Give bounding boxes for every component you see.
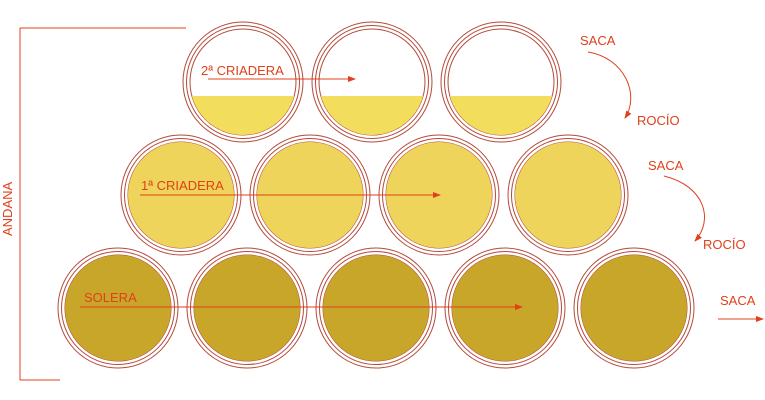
barrel-middle-ring: [315, 25, 429, 139]
solera-barrel: [57, 247, 179, 369]
saca-top-label: SACA: [580, 33, 616, 48]
barrel-wine: [515, 142, 621, 248]
andana-bracket: ANDANA: [0, 27, 186, 381]
saca-to-rocio-middle-arrow: [663, 175, 705, 242]
barrel-middle-ring: [448, 251, 562, 365]
barrel-middle-ring: [511, 138, 625, 252]
solera-barrel: [186, 247, 308, 369]
barrel-middle-ring: [186, 25, 300, 139]
barrel-middle-ring: [190, 251, 304, 365]
criadera2-barrel: [182, 21, 304, 143]
andana-label: ANDANA: [0, 181, 15, 236]
barrel-wine: [323, 255, 429, 361]
barrel-middle-ring: [61, 251, 175, 365]
barrel-wine-level: [191, 96, 295, 136]
barrel-wine: [194, 255, 300, 361]
rocio-top-label: ROCÍO: [637, 113, 680, 128]
saca-to-rocio-top-arrow: [587, 51, 632, 119]
criadera2-barrel: [311, 21, 433, 143]
barrel-wine: [452, 255, 558, 361]
barrel-middle-ring: [319, 251, 433, 365]
saca-middle-label: SACA: [648, 158, 684, 173]
barrel-wine-level: [320, 96, 424, 136]
rocio-middle-label: ROCÍO: [703, 237, 746, 252]
solera-label: SOLERA: [84, 290, 137, 305]
barrel-middle-ring: [577, 251, 691, 365]
barrel-wine-level: [449, 96, 553, 135]
criadera2-barrel: [440, 21, 562, 143]
barrel-wine: [581, 255, 687, 361]
saca-bottom-label: SACA: [720, 293, 756, 308]
barrel-middle-ring: [444, 25, 558, 139]
criadera1-label: 1ª CRIADERA: [141, 178, 224, 193]
solera-barrel: [573, 247, 695, 369]
criadera1-barrel: [507, 134, 629, 256]
solera-barrel: [315, 247, 437, 369]
criadera2-label: 2ª CRIADERA: [201, 63, 284, 78]
solera-barrel: [444, 247, 566, 369]
barrel-wine: [65, 255, 171, 361]
